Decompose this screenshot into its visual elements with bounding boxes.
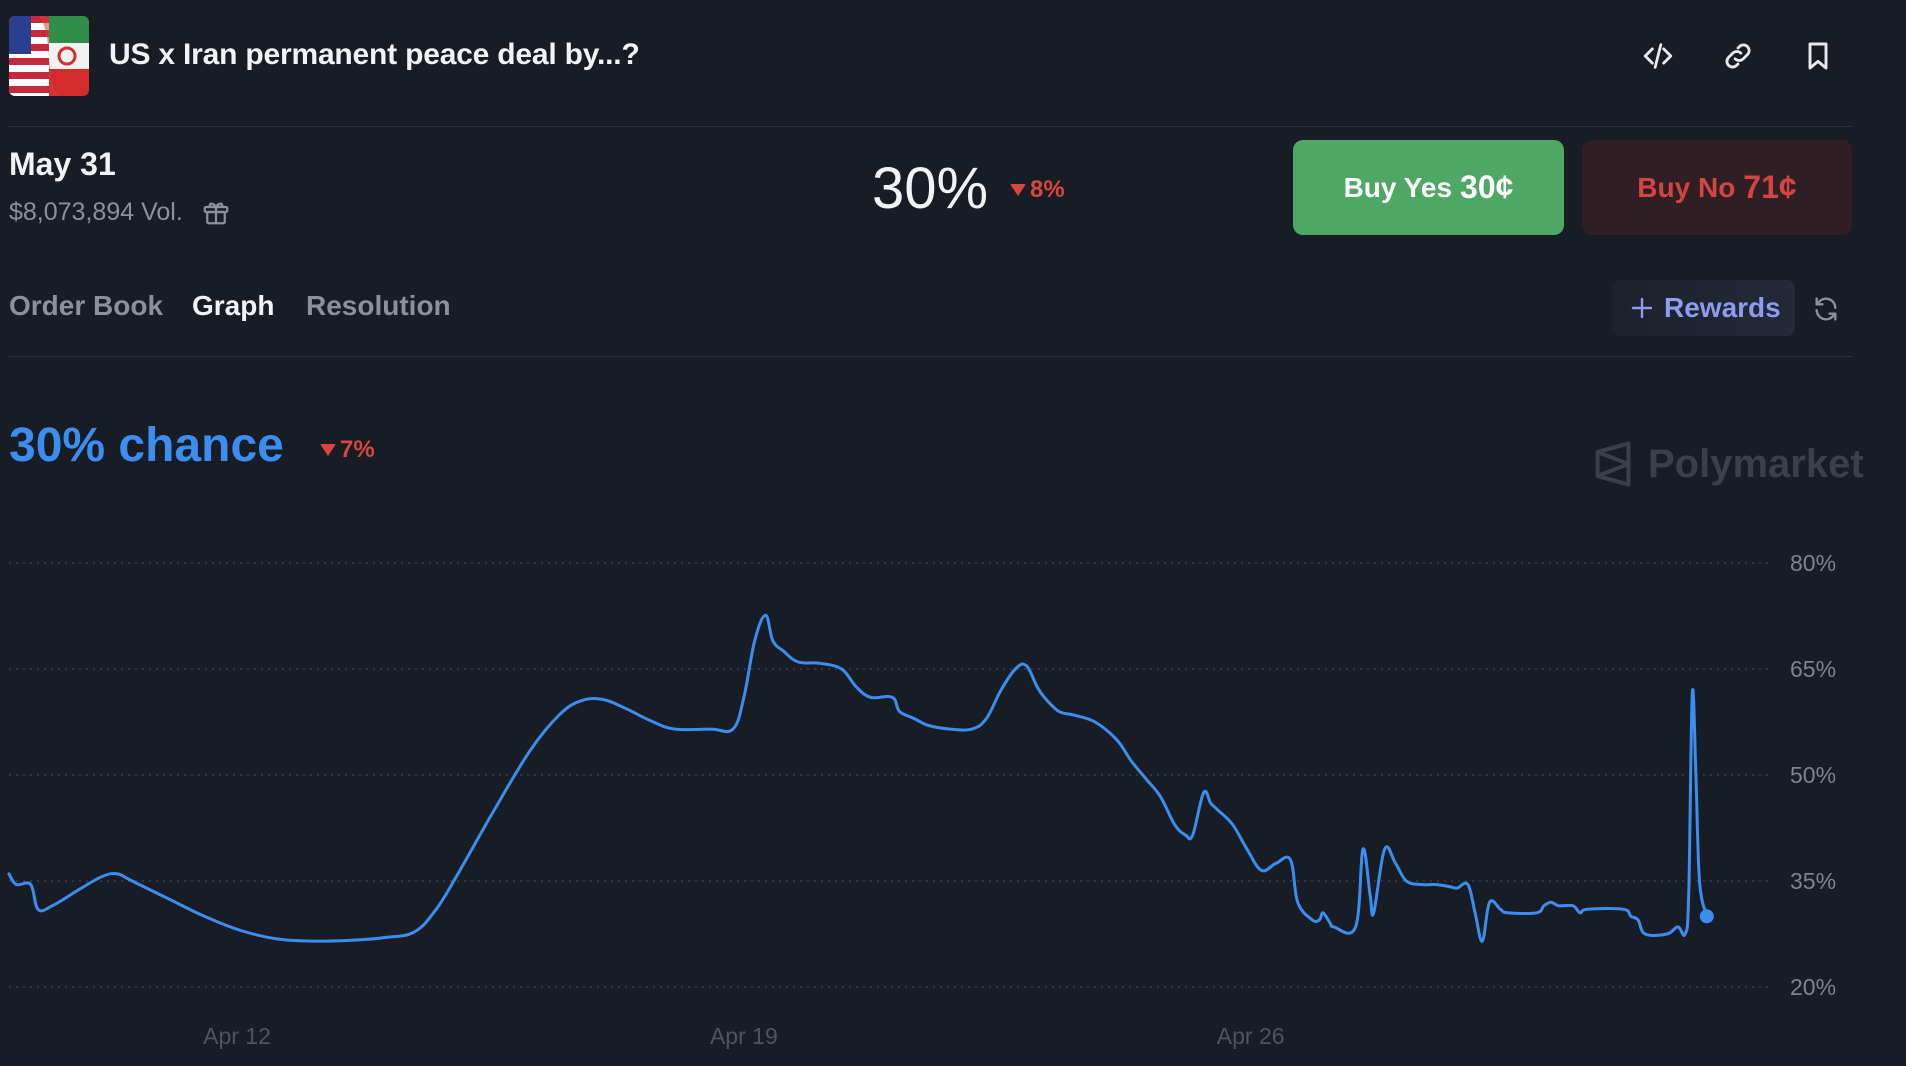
outcome-probability: 30%	[872, 156, 989, 221]
rewards-label: Rewards	[1664, 292, 1781, 323]
chance-change: 7%	[320, 436, 375, 464]
volume-row: $8,073,894 Vol.	[9, 197, 231, 227]
x-tick-label: Apr 26	[1217, 1023, 1285, 1049]
outcome-name: May 31	[9, 146, 116, 182]
polymarket-watermark: Polymarket	[1592, 440, 1864, 488]
tab-resolution[interactable]: Resolution	[306, 290, 451, 321]
y-axis: 20% 35% 50% 65% 80%	[1790, 550, 1836, 1000]
series-end-point[interactable]	[1699, 909, 1714, 924]
refresh-button[interactable]	[1804, 287, 1848, 331]
x-axis: Apr 12 Apr 19 Apr 26	[203, 1023, 1284, 1049]
copy-link-button[interactable]	[1716, 34, 1760, 78]
tab-order-book[interactable]: Order Book	[9, 290, 164, 321]
gift-icon[interactable]	[201, 197, 231, 227]
market-title: US x Iran permanent peace deal by...?	[109, 38, 640, 71]
chance-headline: 30% chance	[9, 419, 284, 472]
y-tick-label: 35%	[1790, 868, 1836, 894]
buy-yes-price: 30¢	[1460, 169, 1514, 205]
buy-no-price: 71¢	[1743, 169, 1797, 205]
x-tick-label: Apr 12	[203, 1023, 271, 1049]
bookmark-button[interactable]	[1796, 34, 1840, 78]
probability-line-chart: 20% 35% 50% 65% 80% Apr 12 Apr 19 Apr 26	[7, 550, 1836, 1049]
x-tick-label: Apr 19	[710, 1023, 778, 1049]
header-divider	[9, 126, 1852, 127]
bookmark-icon	[1808, 42, 1828, 70]
watermark-text: Polymarket	[1648, 441, 1864, 486]
buy-no-label: Buy No	[1637, 171, 1736, 203]
us-iran-flag-icon	[9, 16, 89, 96]
y-tick-label: 65%	[1790, 656, 1836, 682]
y-tick-label: 20%	[1790, 974, 1836, 1000]
tab-graph[interactable]: Graph	[192, 290, 275, 321]
chance-change-value: 7%	[340, 436, 375, 463]
down-triangle-icon	[320, 444, 336, 456]
outcome-change: 8%	[1010, 176, 1065, 204]
outcome-change-value: 8%	[1030, 176, 1065, 203]
y-tick-label: 50%	[1790, 762, 1836, 788]
buy-no-button[interactable]: Buy No 71¢	[1582, 140, 1852, 235]
down-triangle-icon	[1010, 184, 1026, 196]
probability-series-line	[7, 613, 1709, 943]
y-tick-label: 80%	[1790, 550, 1836, 576]
refresh-icon	[1815, 297, 1837, 321]
market-thumbnail	[9, 16, 89, 96]
embed-code-icon	[1643, 43, 1673, 69]
tabs-divider	[9, 356, 1852, 357]
link-icon	[1725, 43, 1751, 69]
volume-text: $8,073,894 Vol.	[9, 197, 183, 226]
plus-icon	[1631, 297, 1653, 319]
embed-code-button[interactable]	[1636, 34, 1680, 78]
buy-yes-button[interactable]: Buy Yes 30¢	[1293, 140, 1564, 235]
rewards-button[interactable]: Rewards	[1612, 280, 1795, 336]
buy-yes-label: Buy Yes	[1343, 171, 1453, 203]
chart-grid	[9, 562, 1770, 988]
polymarket-logo-icon	[1595, 441, 1631, 487]
